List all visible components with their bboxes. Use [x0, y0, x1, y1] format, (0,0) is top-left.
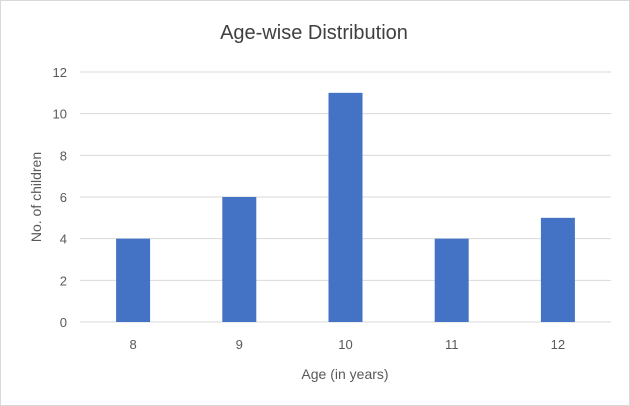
y-axis-label: No. of children	[28, 152, 44, 242]
bar-9	[222, 197, 257, 322]
x-tick-label: 11	[445, 337, 459, 352]
y-tick-label: 12	[53, 65, 67, 80]
chart-title: Age-wise Distribution	[220, 22, 408, 44]
x-axis-label: Age (in years)	[301, 366, 388, 382]
y-tick-labels: 0 2 4 6 8 10 12	[53, 65, 67, 330]
y-tick-label: 0	[60, 315, 67, 330]
bar-10	[328, 92, 363, 322]
bar-11	[434, 238, 469, 322]
x-tick-label: 12	[551, 337, 565, 352]
bars	[116, 92, 575, 322]
y-tick-label: 2	[60, 273, 67, 288]
x-tick-label: 9	[236, 337, 243, 352]
x-tick-label: 10	[338, 337, 352, 352]
y-tick-label: 4	[60, 232, 67, 247]
y-tick-label: 6	[60, 190, 67, 205]
bar-12	[540, 217, 575, 322]
y-tick-label: 8	[60, 148, 67, 163]
x-tick-label: 8	[129, 337, 136, 352]
x-tick-labels: 8 9 10 11 12	[129, 337, 565, 352]
y-tick-label: 10	[53, 107, 67, 122]
bar-8	[116, 238, 151, 322]
